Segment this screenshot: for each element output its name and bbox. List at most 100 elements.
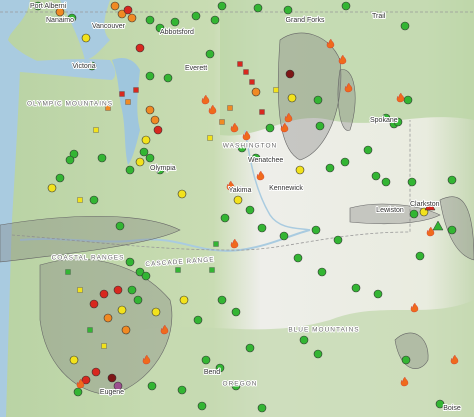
- monitor-marker: [101, 343, 107, 349]
- sensor-marker: [295, 165, 305, 175]
- monitor-marker: [207, 135, 213, 141]
- sensor-marker: [287, 93, 297, 103]
- ocean: [0, 0, 40, 417]
- sensor-marker: [89, 195, 99, 205]
- monitor-marker: [125, 99, 131, 105]
- place-label: Vancouver: [92, 23, 126, 30]
- monitor-marker: [219, 119, 225, 125]
- sensor-marker: [107, 373, 117, 383]
- sensor-marker: [87, 61, 97, 71]
- place-label: Lewiston: [376, 207, 404, 214]
- sensor-marker: [113, 381, 123, 391]
- monitor-marker: [133, 87, 139, 93]
- sensor-marker: [245, 343, 255, 353]
- fire-icon: [338, 54, 347, 65]
- alert-marker: [424, 200, 436, 211]
- sensor-marker: [447, 175, 457, 185]
- sensor-marker: [381, 113, 391, 123]
- sensor-marker: [117, 305, 127, 315]
- sensor-marker: [403, 95, 413, 105]
- sensor-marker: [317, 267, 327, 277]
- river: [244, 129, 311, 231]
- place-label: Everett: [185, 65, 207, 72]
- sensor-marker: [139, 147, 149, 157]
- smoke-plume: [277, 32, 342, 161]
- smoke-plume: [0, 215, 181, 263]
- sensor-marker: [251, 87, 261, 97]
- place-label: Wenatchee: [248, 157, 283, 164]
- sensor-marker: [177, 189, 187, 199]
- sensor-marker: [447, 225, 457, 235]
- monitor-marker: [119, 91, 125, 97]
- sensor-marker: [135, 157, 145, 167]
- sensor-marker: [110, 1, 120, 11]
- region-label: OLYMPIC MOUNTAINS: [27, 101, 113, 108]
- fire-icon: [242, 130, 251, 141]
- monitor-marker: [237, 61, 243, 67]
- sensor-marker: [69, 355, 79, 365]
- smoke-plume: [337, 69, 356, 131]
- sensor-marker: [257, 403, 267, 413]
- sensor-marker: [135, 267, 145, 277]
- place-label: Eugene: [100, 389, 124, 396]
- fire-icon: [280, 122, 289, 133]
- sensor-marker: [253, 3, 263, 13]
- smoke-plume: [349, 203, 441, 225]
- sensor-marker: [113, 285, 123, 295]
- sensor-marker: [141, 135, 151, 145]
- sensor-marker: [315, 121, 325, 131]
- place-label: Abbotsford: [160, 29, 194, 36]
- fire-icon: [344, 82, 353, 93]
- sensor-marker: [55, 7, 65, 17]
- fire-icon: [201, 94, 210, 105]
- sensor-marker: [251, 153, 261, 163]
- fire-icon: [230, 238, 239, 249]
- place-label: Olympia: [150, 165, 176, 172]
- forest: [140, 300, 474, 417]
- place-label: Grand Forks: [286, 17, 325, 24]
- fire-icon: [410, 302, 419, 313]
- fire-icon: [284, 112, 293, 123]
- sensor-marker: [333, 235, 343, 245]
- sensor-marker: [33, 1, 43, 11]
- sensor-marker: [47, 183, 57, 193]
- sensor-marker: [179, 295, 189, 305]
- markers: [33, 1, 459, 413]
- sensor-marker: [69, 149, 79, 159]
- fire-icon: [208, 104, 217, 115]
- fire-icon: [396, 92, 405, 103]
- sensor-marker: [371, 171, 381, 181]
- sensor-marker: [193, 315, 203, 325]
- place-label: Clarkston: [410, 201, 440, 208]
- monitor-marker: [87, 327, 93, 333]
- sensor-marker: [313, 349, 323, 359]
- sensor-marker: [325, 163, 335, 173]
- sensor-marker: [150, 115, 160, 125]
- sensor-marker: [400, 21, 410, 31]
- sensor-marker: [205, 49, 215, 59]
- monitor-marker: [213, 241, 219, 247]
- sensor-marker: [145, 153, 155, 163]
- sensor-marker: [215, 363, 225, 373]
- fire-icon: [230, 122, 239, 133]
- monitor-marker: [77, 197, 83, 203]
- sensor-marker: [407, 177, 417, 187]
- sensor-marker: [127, 285, 137, 295]
- sensor-marker: [145, 15, 155, 25]
- sensor-marker: [127, 13, 137, 23]
- sensor-marker: [341, 1, 351, 11]
- fire-icon: [226, 180, 235, 191]
- region-label: BLUE MOUNTAINS: [288, 327, 359, 334]
- sensor-marker: [145, 105, 155, 115]
- monitor-marker: [259, 109, 265, 115]
- sensor-marker: [201, 355, 211, 365]
- sensor-marker: [99, 289, 109, 299]
- place-label: Trail: [372, 13, 386, 20]
- sensor-marker: [123, 5, 133, 15]
- sensor-marker: [237, 143, 247, 153]
- sensor-marker: [73, 387, 83, 397]
- sensor-marker: [177, 385, 187, 395]
- sensor-marker: [299, 335, 309, 345]
- sensor-marker: [115, 221, 125, 231]
- alert-marker: [432, 220, 444, 231]
